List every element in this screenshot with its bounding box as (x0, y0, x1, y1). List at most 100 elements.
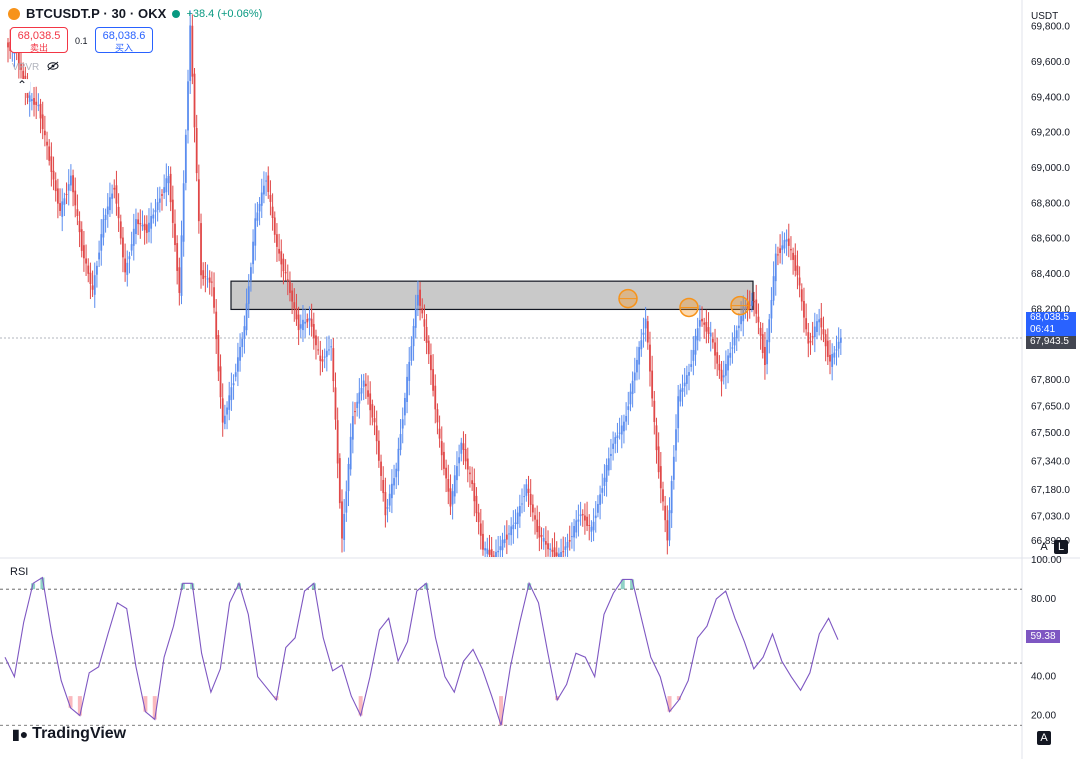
vpvr-label[interactable]: VPVR (12, 62, 40, 73)
candle-body (460, 442, 463, 454)
chevron-up-icon[interactable]: ⌃ (14, 79, 30, 93)
candle-body (332, 348, 335, 382)
candle-body (544, 541, 547, 545)
candle-body (282, 258, 285, 272)
candle-body (230, 387, 233, 401)
symbol-title[interactable]: BTCUSDT.P · 30 · OKX (26, 6, 167, 21)
candle-body (761, 334, 764, 353)
rsi-tick-label: 40.00 (1031, 672, 1056, 683)
candle-body (169, 173, 172, 203)
candle-body (774, 253, 777, 282)
candle-body (547, 543, 549, 550)
candle-body (633, 372, 636, 381)
candle-body (670, 481, 673, 514)
rsi-auto-scale-button[interactable]: A (1037, 731, 1051, 745)
candle-body (167, 176, 170, 184)
candle-body (401, 419, 404, 429)
candle-body (809, 341, 812, 343)
candle-body (319, 355, 322, 361)
candle-body (553, 547, 556, 557)
candle-body (265, 180, 267, 182)
candle-body (787, 238, 790, 246)
candle-body (178, 267, 181, 293)
candle-body (69, 175, 72, 186)
candle-body (581, 514, 584, 516)
open-price-label: 67,943.5 (1026, 336, 1076, 349)
last-price-value: 68,038.5 (1030, 312, 1069, 323)
candle-body (514, 522, 517, 525)
candle-body (729, 352, 732, 358)
candle-body (542, 537, 545, 542)
buy-price: 68,038.6 (102, 30, 146, 42)
candle-body (777, 254, 779, 256)
candle-body (345, 491, 348, 513)
candle-body (646, 321, 649, 343)
candle-body (688, 372, 690, 376)
candle-body (306, 318, 309, 323)
candle-body (464, 448, 467, 462)
candle-body (397, 448, 400, 472)
candle-body (770, 300, 773, 319)
candle-body (310, 318, 313, 327)
candle-body (757, 316, 760, 323)
candle-body (495, 551, 497, 557)
candle-body (443, 451, 445, 469)
candle-body (557, 553, 560, 557)
candle-body (161, 194, 163, 196)
candle-body (805, 318, 808, 330)
candle-body (152, 214, 155, 219)
currency-unit[interactable]: USDT (1031, 11, 1059, 22)
candle-body (260, 192, 263, 206)
candle-body (289, 281, 291, 293)
bitcoin-logo-icon (8, 7, 20, 20)
candle-body (113, 187, 116, 190)
candle-body (607, 458, 610, 471)
candle-body (551, 549, 554, 552)
candle-body (195, 128, 198, 174)
candle-body (779, 248, 782, 253)
candle-body (39, 103, 42, 119)
candle-body (141, 224, 144, 227)
buy-label: 买入 (114, 43, 133, 53)
candle-body (338, 458, 341, 504)
price-tick-label: 67,180.0 (1031, 485, 1070, 496)
candle-body (597, 503, 599, 513)
log-scale-button[interactable]: L (1054, 540, 1068, 554)
candle-body (263, 185, 265, 195)
candle-body (501, 539, 504, 551)
candle-body (594, 515, 597, 519)
candle-body (115, 185, 118, 204)
candle-body (406, 376, 408, 402)
buy-button[interactable]: 68,038.6 买入 (95, 27, 153, 53)
candle-body (727, 355, 729, 371)
candle-body (375, 425, 378, 442)
candle-body (96, 265, 98, 275)
sell-button[interactable]: 68,038.5 卖出 (10, 27, 68, 53)
price-tick-label: 67,800.0 (1031, 375, 1070, 386)
candle-body (182, 183, 185, 242)
candle-body (358, 392, 361, 404)
candle-body (106, 206, 109, 215)
candle-body (653, 400, 656, 423)
candle-body (100, 234, 103, 251)
candle-body (202, 270, 205, 279)
candle-body (219, 366, 222, 398)
candle-body (612, 443, 615, 449)
candle-body (432, 369, 434, 391)
candle-body (158, 198, 161, 203)
candle-body (393, 478, 395, 486)
auto-scale-button[interactable]: A (1040, 541, 1048, 553)
candle-body (724, 363, 727, 376)
candle-body (642, 332, 645, 335)
candle-body (43, 130, 46, 136)
candle-body (662, 489, 664, 502)
candle-body (50, 156, 53, 172)
candle-body (482, 533, 484, 550)
eye-off-icon[interactable] (47, 61, 59, 74)
candle-body (790, 248, 792, 251)
candle-body (130, 244, 133, 251)
candle-body (299, 324, 302, 329)
candle-body (657, 446, 660, 473)
